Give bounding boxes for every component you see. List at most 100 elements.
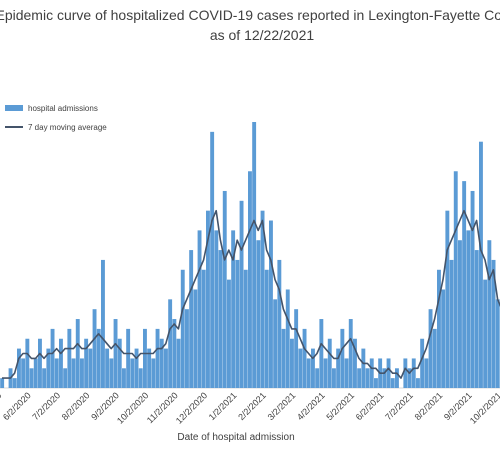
bar [306, 358, 311, 388]
x-tick-label: 3/2/2021 [266, 390, 298, 422]
bar [12, 378, 17, 388]
bar [441, 289, 446, 388]
bar [445, 210, 450, 388]
bar [113, 319, 118, 388]
bar [109, 358, 114, 388]
bar [327, 338, 332, 388]
bar [75, 319, 80, 388]
bar [201, 269, 206, 388]
bar [437, 269, 441, 388]
bar [290, 338, 294, 388]
x-tick-label: 5/2/2021 [324, 390, 356, 422]
bar [315, 368, 320, 388]
x-tick-label: 7/2/2021 [383, 390, 415, 422]
x-tick-label: 6/2/2020 [1, 390, 33, 422]
bar [470, 190, 475, 388]
chart-subtitle: as of 12/22/2021 [210, 27, 315, 43]
bar [395, 368, 399, 388]
bar [218, 250, 223, 388]
bar [54, 358, 59, 388]
bar [143, 328, 147, 388]
bar [311, 348, 315, 388]
bar [483, 279, 488, 388]
bar [206, 210, 210, 388]
bar [348, 319, 353, 388]
bar [50, 328, 55, 388]
legend-swatch [5, 105, 23, 111]
bar [374, 378, 378, 388]
bar [491, 259, 496, 388]
bar [29, 368, 34, 388]
bar [33, 358, 38, 388]
bar [458, 240, 462, 388]
bar [479, 141, 483, 388]
bar [416, 378, 420, 388]
bar [197, 230, 202, 388]
bar [382, 368, 387, 388]
bar [495, 299, 500, 388]
x-tick-label: 2/2/2021 [236, 390, 268, 422]
bar [336, 348, 341, 388]
bar [298, 348, 303, 388]
bar [277, 259, 282, 388]
bar [227, 279, 231, 388]
bar [323, 358, 328, 388]
bar [365, 368, 370, 388]
bar [138, 368, 143, 388]
bar [411, 358, 416, 388]
x-tick-label: 12/2/2020 [174, 390, 209, 425]
bar [294, 309, 299, 388]
bar [222, 190, 227, 388]
bar [487, 240, 492, 388]
x-tick-label: 1/2/2021 [207, 390, 239, 422]
moving-average-line [2, 209, 500, 379]
bar [117, 338, 122, 388]
bar [155, 328, 160, 388]
bar [67, 328, 72, 388]
bar [403, 358, 408, 388]
bar [462, 181, 467, 388]
x-tick-label: 8/2/2021 [413, 390, 445, 422]
bar [168, 299, 173, 388]
bar [453, 171, 458, 388]
bar [243, 269, 248, 388]
bar [248, 171, 252, 388]
bar [101, 259, 105, 388]
bar [96, 328, 101, 388]
bar [176, 338, 181, 388]
legend-label: 7 day moving average [28, 123, 107, 132]
chart-title: Epidemic curve of hospitalized COVID-19 … [0, 7, 500, 23]
x-tick-label: 10/2/2020 [115, 390, 150, 425]
x-tick-label: 4/2/2021 [295, 390, 327, 422]
bar [239, 200, 244, 388]
bar [210, 131, 215, 388]
bar [252, 122, 257, 388]
x-tick-label: 6/2/2021 [354, 390, 386, 422]
bar [0, 378, 5, 388]
bar [273, 299, 278, 388]
bar [344, 358, 349, 388]
bar [428, 309, 433, 388]
x-tick-label: 10/2/2021 [468, 390, 500, 425]
bar [193, 289, 198, 388]
bar [105, 348, 110, 388]
bar [159, 338, 164, 388]
x-tick-label: 7/2/2020 [30, 390, 62, 422]
bar [189, 250, 194, 388]
x-axis-title: Date of hospital admission [177, 432, 294, 443]
bar [319, 319, 324, 388]
bar [21, 358, 26, 388]
bar [466, 230, 471, 388]
bar [231, 230, 236, 388]
bar [134, 348, 139, 388]
x-tick-label: 8/2/2020 [60, 390, 92, 422]
bar [353, 338, 357, 388]
bar [264, 269, 269, 388]
bar [130, 358, 135, 388]
bar [281, 328, 286, 388]
bar [84, 338, 89, 388]
bar [361, 348, 366, 388]
bar [449, 259, 454, 388]
bar [386, 358, 391, 388]
